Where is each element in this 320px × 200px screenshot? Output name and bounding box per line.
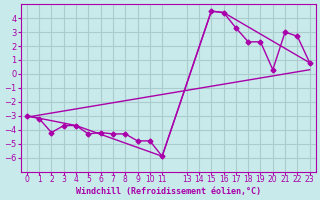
X-axis label: Windchill (Refroidissement éolien,°C): Windchill (Refroidissement éolien,°C) [76,187,261,196]
